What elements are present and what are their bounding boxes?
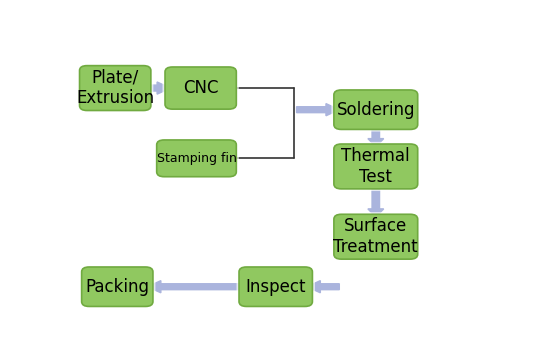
FancyArrow shape (147, 281, 244, 293)
FancyBboxPatch shape (162, 65, 239, 111)
Text: Plate/
Extrusion: Plate/ Extrusion (76, 69, 154, 107)
FancyBboxPatch shape (154, 138, 239, 179)
Text: Thermal
Test: Thermal Test (342, 147, 410, 186)
FancyBboxPatch shape (334, 144, 417, 189)
FancyArrow shape (145, 82, 171, 94)
Text: CNC: CNC (183, 79, 218, 97)
FancyBboxPatch shape (331, 142, 420, 191)
FancyBboxPatch shape (331, 88, 420, 132)
FancyBboxPatch shape (79, 265, 155, 309)
FancyBboxPatch shape (334, 90, 417, 130)
Text: Stamping fin: Stamping fin (157, 152, 236, 165)
FancyArrow shape (368, 127, 384, 147)
FancyBboxPatch shape (80, 66, 151, 111)
FancyBboxPatch shape (237, 265, 315, 309)
Text: Surface
Treatment: Surface Treatment (334, 217, 418, 256)
FancyBboxPatch shape (165, 67, 236, 109)
FancyBboxPatch shape (77, 64, 153, 113)
FancyArrow shape (307, 281, 339, 293)
Text: Soldering: Soldering (337, 101, 415, 119)
FancyArrow shape (296, 104, 339, 116)
FancyBboxPatch shape (82, 267, 153, 306)
FancyBboxPatch shape (334, 214, 417, 259)
FancyArrow shape (368, 186, 384, 217)
FancyBboxPatch shape (239, 267, 313, 306)
FancyBboxPatch shape (157, 140, 236, 177)
FancyBboxPatch shape (331, 212, 420, 261)
Text: Packing: Packing (86, 278, 149, 296)
Text: Inspect: Inspect (245, 278, 306, 296)
